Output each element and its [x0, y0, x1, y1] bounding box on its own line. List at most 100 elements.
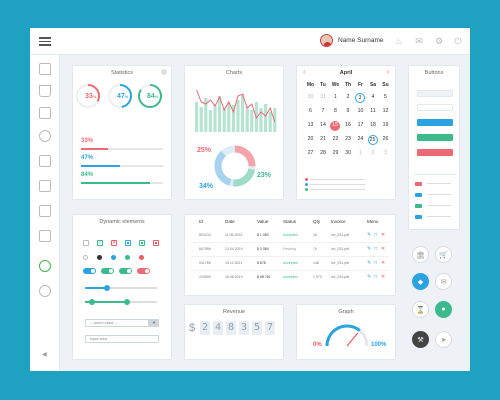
- clock-icon[interactable]: [39, 130, 51, 142]
- table-cell[interactable]: inv_031.pdf: [331, 233, 350, 237]
- radio-button-selected[interactable]: [125, 255, 130, 260]
- table-cell[interactable]: inv_031.pdf: [331, 247, 350, 251]
- table-cell[interactable]: inv_031.pdf: [331, 275, 350, 279]
- calendar-day[interactable]: 18: [370, 122, 376, 128]
- lightbulb-icon[interactable]: [39, 260, 51, 272]
- puzzle-icon[interactable]: [39, 205, 51, 217]
- checkbox-filled[interactable]: [125, 240, 131, 246]
- trash-icon[interactable]: ✕: [381, 274, 386, 280]
- document-icon[interactable]: □: [374, 274, 378, 280]
- lock-icon[interactable]: [39, 155, 51, 167]
- calendar-day[interactable]: 2: [346, 94, 350, 100]
- calendar-day[interactable]: 24: [357, 136, 364, 142]
- calendar-day[interactable]: 7: [321, 108, 325, 114]
- document-icon[interactable]: □: [374, 246, 378, 252]
- checkbox-filled[interactable]: [153, 240, 159, 246]
- calendar-day[interactable]: 12: [382, 108, 389, 114]
- calendar-day[interactable]: 20: [307, 136, 314, 142]
- camera-icon[interactable]: [39, 107, 51, 119]
- calendar-icon[interactable]: [39, 63, 51, 75]
- calendar-day[interactable]: 4: [371, 94, 375, 100]
- next-month-icon[interactable]: ›: [386, 69, 389, 76]
- radio-button[interactable]: [83, 255, 88, 260]
- calendar-day[interactable]: 17: [357, 122, 364, 128]
- chevron-down-icon[interactable]: ▼: [149, 319, 159, 327]
- calendar-day[interactable]: 13: [307, 122, 314, 128]
- bell-icon[interactable]: ♨: [394, 36, 404, 46]
- menu-icon[interactable]: [39, 37, 51, 46]
- toggle-switch[interactable]: [101, 268, 114, 274]
- select-dropdown[interactable]: -- select value --: [85, 319, 149, 327]
- stats-icon[interactable]: ●: [435, 301, 452, 318]
- primary-button[interactable]: [417, 119, 453, 126]
- calendar-day[interactable]: 10: [357, 108, 364, 114]
- calendar-day[interactable]: 6: [309, 108, 312, 114]
- user-profile[interactable]: Name Surname: [320, 34, 384, 47]
- checkbox-checked[interactable]: ✓: [97, 240, 103, 246]
- calendar-day[interactable]: 15: [330, 121, 340, 131]
- settings-icon[interactable]: ⚙: [434, 36, 444, 46]
- calendar-day[interactable]: 14: [320, 122, 326, 128]
- document-icon[interactable]: □: [374, 260, 378, 266]
- calendar-day[interactable]: 21: [320, 136, 326, 142]
- pencil-icon[interactable]: ✎: [367, 246, 372, 252]
- toggle-switch[interactable]: [119, 268, 132, 274]
- trash-icon[interactable]: ✕: [381, 260, 386, 266]
- trash-icon[interactable]: ✕: [381, 232, 386, 238]
- calendar-day[interactable]: 9: [346, 108, 350, 114]
- info-icon[interactable]: [161, 69, 167, 75]
- calendar-day[interactable]: 30: [307, 94, 314, 100]
- cart-icon[interactable]: [39, 85, 51, 97]
- calendar-day[interactable]: 11: [370, 108, 376, 114]
- collapse-icon[interactable]: ◀: [42, 352, 47, 358]
- disabled-button[interactable]: [417, 90, 453, 97]
- bank-icon[interactable]: 🏛: [412, 246, 429, 263]
- calendar-day[interactable]: 26: [382, 136, 389, 142]
- range-slider[interactable]: [85, 299, 157, 305]
- calendar-day[interactable]: 3: [384, 150, 387, 156]
- radio-button-selected[interactable]: [97, 255, 102, 260]
- calendar-day[interactable]: 31: [320, 94, 326, 100]
- megaphone-icon[interactable]: ➤: [435, 331, 452, 348]
- calendar-day[interactable]: 19: [382, 122, 389, 128]
- hourglass-icon[interactable]: ⌛: [412, 301, 429, 318]
- user-icon[interactable]: [39, 285, 51, 297]
- calendar-day[interactable]: 3: [355, 93, 365, 103]
- checkbox[interactable]: [83, 240, 89, 246]
- trash-icon[interactable]: ✕: [381, 246, 386, 252]
- calendar-day[interactable]: 16: [345, 122, 351, 128]
- radio-button-selected[interactable]: [139, 255, 144, 260]
- danger-button[interactable]: [417, 149, 453, 156]
- calendar-day[interactable]: 22: [332, 136, 339, 142]
- checkbox-crossed[interactable]: ✗: [111, 240, 117, 246]
- calendar-day[interactable]: 30: [345, 150, 351, 156]
- calendar-day[interactable]: 23: [345, 136, 351, 142]
- calendar-day[interactable]: 2: [371, 150, 375, 156]
- calendar-day[interactable]: 25: [367, 135, 378, 145]
- calendar-day[interactable]: 29: [332, 150, 339, 156]
- calendar-day[interactable]: 8: [334, 108, 337, 114]
- document-icon[interactable]: [39, 230, 51, 242]
- checkbox-filled[interactable]: [139, 240, 145, 246]
- calendar-day[interactable]: 1: [359, 150, 362, 156]
- calendar-day[interactable]: 5: [384, 94, 387, 100]
- diamond-icon[interactable]: ◆: [412, 273, 429, 290]
- document-icon[interactable]: □: [374, 232, 378, 238]
- range-slider[interactable]: [85, 285, 157, 291]
- pencil-icon[interactable]: ✎: [367, 260, 372, 266]
- pencil-icon[interactable]: ✎: [367, 232, 372, 238]
- power-icon[interactable]: ⏻: [454, 36, 462, 46]
- calendar-day[interactable]: 27: [307, 150, 314, 156]
- pencil-icon[interactable]: ✎: [367, 274, 372, 280]
- table-cell[interactable]: inv_031.pdf: [331, 261, 350, 265]
- cart-icon[interactable]: 🛒: [435, 246, 452, 263]
- toggle-switch[interactable]: [137, 268, 150, 274]
- success-button[interactable]: [417, 134, 453, 141]
- prev-month-icon[interactable]: ‹: [303, 69, 306, 76]
- outline-button[interactable]: [417, 104, 453, 111]
- mail-icon[interactable]: ✉: [415, 36, 423, 46]
- text-input[interactable]: Input area: [85, 335, 159, 343]
- bank-icon[interactable]: [39, 180, 51, 192]
- toggle-switch[interactable]: [83, 268, 96, 274]
- wrench-icon[interactable]: ⚒: [412, 331, 429, 348]
